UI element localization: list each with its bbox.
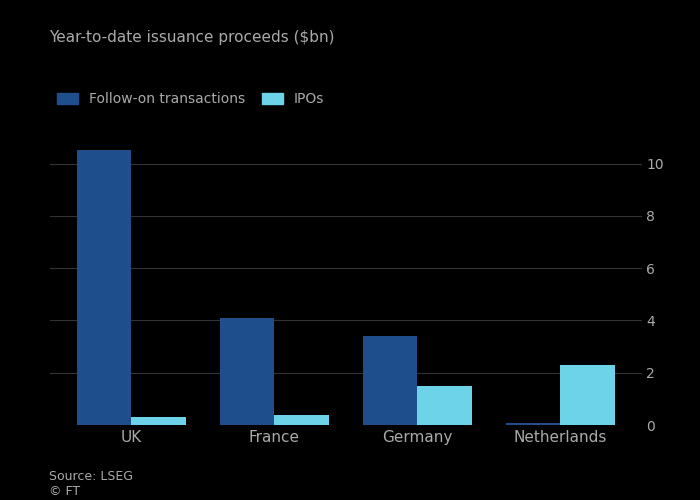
Text: Year-to-date issuance proceeds ($bn): Year-to-date issuance proceeds ($bn) xyxy=(49,30,335,45)
Text: © FT: © FT xyxy=(49,485,80,498)
Bar xyxy=(363,336,417,425)
Text: Source: LSEG: Source: LSEG xyxy=(49,470,133,483)
Bar xyxy=(131,418,186,425)
Bar xyxy=(274,414,328,425)
Bar xyxy=(77,150,131,425)
Bar xyxy=(506,422,560,425)
Bar xyxy=(417,386,472,425)
Bar xyxy=(220,318,274,425)
Bar xyxy=(560,365,615,425)
Legend: Follow-on transactions, IPOs: Follow-on transactions, IPOs xyxy=(57,92,324,106)
